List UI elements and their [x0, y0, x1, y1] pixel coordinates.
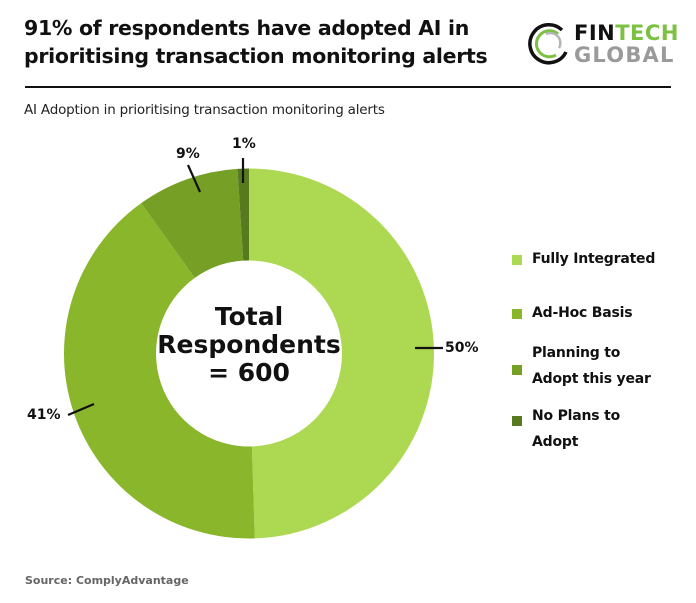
legend-swatch-icon	[512, 309, 522, 319]
logo-global-text: GLOBAL	[574, 43, 675, 67]
total-respondents-label: Total Respondents = 600	[156, 303, 342, 387]
pct-label-no-plans: 1%	[232, 136, 256, 152]
legend-swatch-icon	[512, 365, 522, 375]
slice-no-plans	[237, 168, 249, 261]
legend-label: Ad-Hoc Basis	[532, 305, 633, 321]
chart-subtitle: AI Adoption in prioritising transaction …	[24, 102, 385, 118]
slice-planning	[141, 168, 244, 278]
source-note: Source: ComplyAdvantage	[25, 574, 189, 587]
title-divider	[25, 86, 671, 88]
legend-swatch-icon	[512, 416, 522, 426]
legend-swatch-icon	[512, 255, 522, 265]
logo-ring-icon	[528, 23, 568, 65]
logo-fin-text: FIN	[574, 21, 616, 45]
center-label-line1: Total	[214, 302, 284, 331]
leader-line	[186, 164, 202, 193]
legend-label-line2: Adopt	[532, 434, 579, 450]
pct-label-ad-hoc: 41%	[27, 407, 61, 423]
chart-title: 91% of respondents have adopted AI in pr…	[24, 16, 488, 68]
pct-label-fully-integrated: 50%	[445, 340, 479, 356]
legend-label-line1: Planning to	[532, 345, 621, 361]
slice-fully-integrated	[249, 168, 435, 539]
logo-tech-text: TECH	[615, 21, 679, 45]
legend-label-line2: Adopt this year	[532, 371, 651, 387]
legend-label: Fully Integrated	[532, 251, 656, 267]
fintech-global-logo: FINTECH GLOBAL	[528, 20, 678, 72]
center-label-line3: = 600	[208, 358, 290, 387]
pct-label-planning: 9%	[176, 146, 200, 162]
center-label-line2: Respondents	[157, 330, 341, 359]
legend-label-line1: No Plans to	[532, 408, 621, 424]
slice-ad-hoc	[63, 203, 255, 539]
leader-line	[67, 402, 95, 417]
